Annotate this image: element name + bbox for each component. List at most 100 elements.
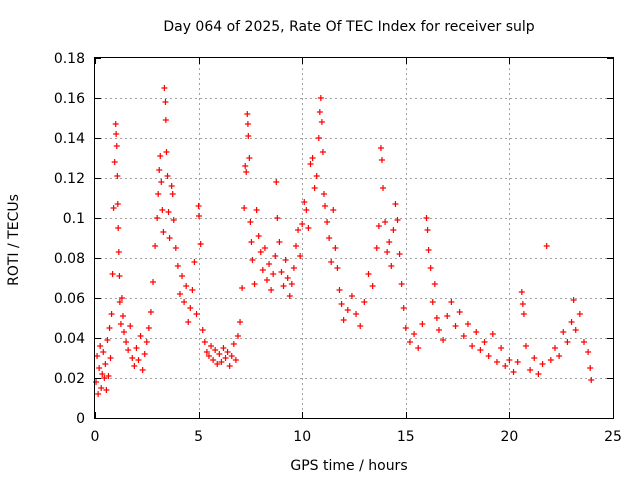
data-point (170, 217, 177, 223)
data-point (328, 259, 335, 265)
data-point (392, 201, 399, 207)
data-point (208, 343, 215, 349)
data-point (183, 283, 190, 289)
data-point (551, 345, 558, 351)
data-point (570, 297, 577, 303)
data-point (160, 229, 167, 235)
x-tick-label: 5 (194, 429, 203, 445)
data-point (152, 243, 159, 249)
data-point (539, 361, 546, 367)
data-point (196, 213, 203, 219)
data-point (197, 241, 204, 247)
data-point (201, 339, 208, 345)
data-point (286, 293, 293, 299)
data-point (164, 173, 171, 179)
data-point (131, 363, 138, 369)
data-point (212, 347, 219, 353)
data-point (506, 357, 513, 363)
data-point (502, 363, 509, 369)
data-point (106, 325, 113, 331)
data-point (246, 155, 253, 161)
data-point (228, 353, 235, 359)
data-point (419, 321, 426, 327)
x-tick-label: 0 (91, 429, 100, 445)
y-tick-label: 0.04 (54, 331, 85, 347)
data-point (292, 243, 299, 249)
data-point (237, 319, 244, 325)
y-tick-label: 0.08 (54, 251, 85, 267)
data-point (113, 143, 120, 149)
data-point (365, 271, 372, 277)
data-point (133, 345, 140, 351)
data-point (104, 337, 111, 343)
data-point (199, 327, 206, 333)
data-point (334, 265, 341, 271)
data-point (415, 345, 422, 351)
data-point (115, 249, 122, 255)
data-point (527, 367, 534, 373)
data-point (203, 349, 210, 355)
data-point (99, 371, 106, 377)
data-point (210, 357, 217, 363)
y-tick-label: 0.14 (54, 131, 85, 147)
data-point (380, 185, 387, 191)
data-point (113, 131, 120, 137)
data-point (448, 299, 455, 305)
data-point (98, 385, 105, 391)
data-point (520, 311, 527, 317)
data-point (456, 309, 463, 315)
data-point (137, 333, 144, 339)
data-point (406, 339, 413, 345)
data-point (185, 319, 192, 325)
data-point (97, 343, 104, 349)
data-point (242, 163, 249, 169)
data-point (278, 269, 285, 275)
data-point (226, 363, 233, 369)
grid-lines (95, 58, 613, 418)
data-point (531, 355, 538, 361)
data-point (156, 167, 163, 173)
data-point (205, 353, 212, 359)
data-point (580, 339, 587, 345)
data-point (543, 243, 550, 249)
data-point (390, 227, 397, 233)
data-point (263, 277, 270, 283)
data-point (127, 323, 134, 329)
x-tick-label: 15 (397, 429, 415, 445)
data-point (440, 337, 447, 343)
data-point (141, 351, 148, 357)
data-point (386, 239, 393, 245)
data-point (150, 279, 157, 285)
data-point (588, 377, 595, 383)
data-point (147, 309, 154, 315)
data-point (547, 357, 554, 363)
data-point (423, 215, 430, 221)
data-point (353, 311, 360, 317)
data-point (101, 375, 108, 381)
data-point (274, 215, 281, 221)
data-point (272, 253, 279, 259)
data-point (222, 355, 229, 361)
y-axis-label: ROTI / TECUs (6, 194, 22, 286)
data-point (338, 301, 345, 307)
y-tick-label: 0 (76, 411, 85, 427)
data-point (114, 201, 121, 207)
data-point (307, 161, 314, 167)
data-point (394, 217, 401, 223)
data-point (243, 169, 250, 175)
data-point (493, 359, 500, 365)
data-point (116, 299, 123, 305)
data-point (444, 313, 451, 319)
data-point (247, 219, 254, 225)
data-point (95, 391, 102, 397)
data-point (305, 225, 312, 231)
data-point (587, 365, 594, 371)
data-point (257, 249, 264, 255)
data-point (473, 329, 480, 335)
data-point (369, 283, 376, 289)
data-point (318, 119, 325, 125)
y-tick-label: 0.16 (54, 91, 85, 107)
data-point (357, 323, 364, 329)
data-point (154, 215, 161, 221)
